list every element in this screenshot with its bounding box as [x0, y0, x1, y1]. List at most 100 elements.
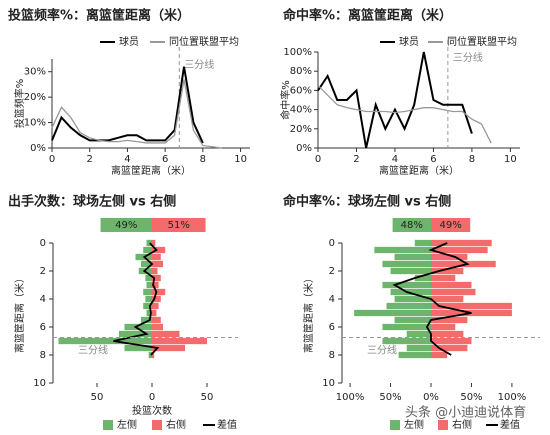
bar: [124, 344, 152, 352]
y-tick-label: 10: [322, 378, 335, 389]
bar: [431, 351, 448, 359]
y-tick-label: 10: [33, 378, 46, 389]
x-tick-label: 4: [124, 154, 130, 165]
bar: [398, 351, 431, 359]
share-label: 48%: [401, 220, 423, 231]
bar: [124, 323, 152, 331]
bar: [394, 316, 431, 324]
bar: [431, 323, 456, 331]
share-bar: [392, 218, 431, 232]
y-tick-label: 0%: [296, 143, 312, 154]
bar: [152, 288, 166, 296]
legend-label: 差值: [217, 418, 237, 431]
x-tick-label: 50%: [460, 392, 482, 403]
legend-swatch: [152, 420, 162, 430]
bar: [386, 302, 431, 310]
bar: [431, 316, 468, 324]
bar: [431, 281, 472, 289]
x-tick-label: 10: [504, 154, 517, 165]
x-tick-label: 2: [353, 154, 359, 165]
legend-label: 球员: [119, 35, 139, 48]
bar: [152, 295, 161, 303]
share-bar: [431, 218, 471, 232]
bar: [374, 246, 431, 254]
watermark: 头条 @小迪迪说体育: [405, 405, 526, 421]
x-tick-label: 2: [87, 154, 93, 165]
x-tick-label: 10: [234, 154, 247, 165]
bar: [152, 267, 158, 275]
x-tick-label: 0%: [423, 392, 439, 403]
bar: [145, 295, 152, 303]
bar: [152, 344, 185, 352]
legend-swatch: [390, 420, 400, 430]
legend-label: 右侧: [452, 418, 472, 431]
x-axis-label: 离篮筐距离（米）: [111, 164, 191, 177]
bar: [431, 302, 512, 310]
y-tick-label: 8: [40, 350, 46, 361]
series-line: [317, 85, 492, 144]
bar: [431, 295, 464, 303]
x-tick-label: 8: [200, 154, 206, 165]
bar: [382, 260, 431, 268]
bar: [414, 239, 431, 247]
legend-label: 同位置联盟平均: [169, 35, 239, 48]
bar: [431, 288, 476, 296]
y-tick-label: 60%: [290, 85, 312, 96]
bar: [119, 330, 152, 338]
y-axis-label: 命中率%: [279, 80, 292, 120]
bar: [414, 274, 431, 282]
series-line: [51, 79, 222, 149]
series-line: [317, 51, 473, 149]
bar: [58, 337, 152, 345]
chart-title: 命中率%：离篮筐距离（米）: [282, 8, 452, 24]
bar: [406, 344, 431, 352]
bar: [431, 330, 464, 338]
y-tick-label: 20%: [290, 124, 312, 135]
bar: [152, 316, 161, 324]
y-tick-label: 80%: [290, 66, 312, 77]
x-tick-label: 6: [430, 154, 436, 165]
legend-swatch: [103, 420, 113, 430]
legend-swatch: [438, 420, 448, 430]
bar: [406, 330, 431, 338]
y-axis-label: 离篮筐距离（米）: [302, 273, 315, 353]
chart-title: 出手次数：球场左侧 vs 右侧: [8, 194, 176, 210]
y-tick-label: 0: [40, 238, 46, 249]
x-axis-label: 投篮次数: [132, 404, 172, 417]
y-tick-label: 4: [329, 294, 335, 305]
legend-label: 球员: [399, 35, 419, 48]
x-tick-label: 4: [392, 154, 398, 165]
bar: [152, 309, 157, 317]
bar: [141, 260, 152, 268]
bar: [152, 246, 166, 254]
x-tick-label: 8: [469, 154, 475, 165]
series-line: [51, 66, 204, 144]
bar: [152, 330, 180, 338]
y-tick-label: 30%: [24, 67, 46, 78]
bar: [394, 253, 431, 261]
legend-label: 左侧: [404, 418, 424, 431]
legend-label: 差值: [500, 418, 520, 431]
x-tick-label: 6: [162, 154, 168, 165]
legend-label: 右侧: [166, 418, 186, 431]
share-bar: [100, 218, 152, 232]
bar: [431, 337, 472, 345]
y-tick-label: 2: [329, 266, 335, 277]
bar: [390, 288, 431, 296]
bar: [141, 316, 152, 324]
y-tick-label: 40%: [290, 105, 312, 116]
bar: [394, 295, 431, 303]
bar: [152, 274, 161, 282]
bar: [152, 260, 163, 268]
share-label: 49%: [439, 220, 461, 231]
bar: [143, 246, 152, 254]
bar: [431, 274, 456, 282]
bar: [143, 288, 152, 296]
bar: [382, 337, 431, 345]
y-tick-label: 6: [329, 322, 335, 333]
difference-line: [113, 242, 160, 356]
bar: [431, 253, 468, 261]
bar: [431, 246, 488, 254]
difference-line: [392, 242, 472, 356]
